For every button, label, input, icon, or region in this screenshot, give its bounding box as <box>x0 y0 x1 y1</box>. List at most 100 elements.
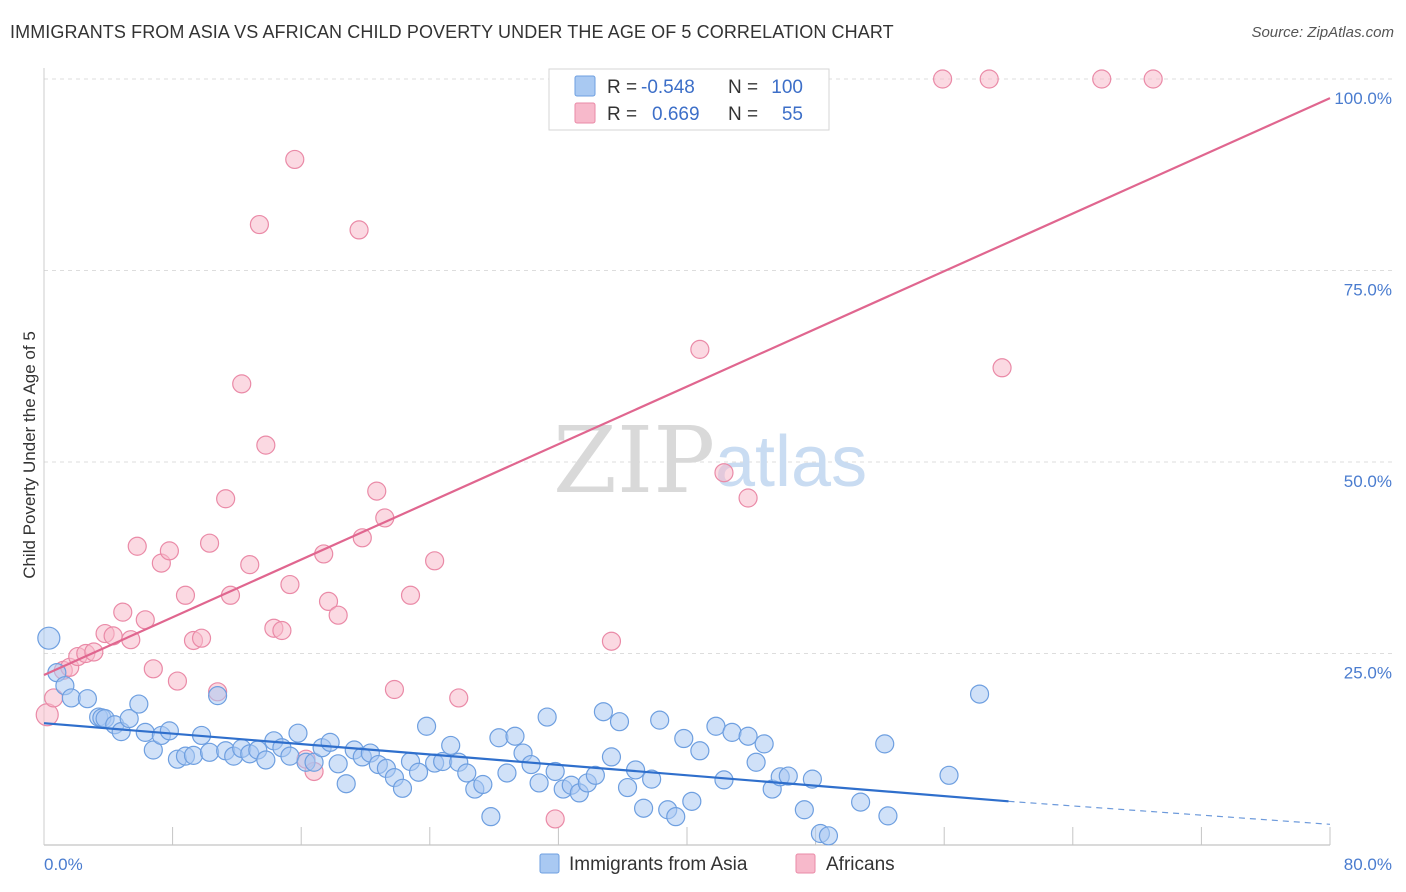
chart-source: Source: ZipAtlas.com <box>1251 24 1394 41</box>
trend-line-africans <box>43 97 1331 676</box>
data-point-africans <box>280 574 300 595</box>
data-point-africans <box>979 69 999 89</box>
data-point-asia <box>754 734 774 754</box>
trend-lines <box>43 97 1331 825</box>
legend-swatch-africa <box>574 102 596 124</box>
bottom-legend-swatch-africa <box>795 853 816 874</box>
data-point-asia <box>61 688 81 708</box>
data-point-asia <box>473 774 493 795</box>
x-axis-ticks <box>172 827 1331 845</box>
data-point-asia <box>545 761 565 782</box>
data-point-asia <box>818 826 839 846</box>
data-point-asia <box>878 806 898 826</box>
watermark: ZIP atlas <box>553 407 867 514</box>
data-point-asia <box>601 747 622 767</box>
data-point-asia <box>408 762 429 782</box>
data-point-asia <box>642 769 662 789</box>
data-point-africans <box>127 536 147 556</box>
data-point-africans <box>318 591 339 612</box>
data-point-africans <box>113 602 133 622</box>
data-point-asia <box>280 746 300 766</box>
data-point-africans <box>1143 69 1163 89</box>
data-point-africans <box>328 605 348 625</box>
data-point-africans <box>232 374 252 394</box>
legend-r-label-asia: R = <box>607 77 637 98</box>
data-point-asia <box>617 777 638 798</box>
data-point-africans <box>216 489 236 509</box>
data-point-asia <box>416 716 437 736</box>
data-point-asia <box>609 712 630 732</box>
data-point-asia <box>256 750 276 770</box>
data-point-asia <box>199 742 220 762</box>
y-tick-label: 50.0% <box>1344 472 1392 491</box>
data-point-africans <box>349 220 369 240</box>
data-point-asia <box>37 626 61 650</box>
data-point-africans <box>167 671 188 691</box>
data-point-africans <box>425 551 445 571</box>
data-point-asia <box>537 707 557 727</box>
data-point-asia <box>392 778 413 798</box>
data-point-africans <box>384 679 405 700</box>
y-tick-labels: 25.0% 50.0% 75.0% 100.0% <box>1334 89 1392 683</box>
legend-n-value-asia: 100 <box>771 77 803 98</box>
data-point-africans <box>1092 69 1112 89</box>
y-axis-title: Child Poverty Under the Age of 5 <box>20 331 39 579</box>
data-point-asia <box>328 754 348 774</box>
data-point-asia <box>489 728 509 748</box>
series-legend: Immigrants from Asia Africans <box>539 853 895 875</box>
data-point-africans <box>199 533 220 553</box>
data-point-asia <box>441 735 461 756</box>
x-tick-label-min: 0.0% <box>44 855 83 874</box>
data-point-asia <box>529 773 549 793</box>
data-point-africans <box>367 481 387 501</box>
data-point-africans <box>191 628 212 648</box>
data-point-asia <box>497 763 517 783</box>
data-point-africans <box>175 585 196 605</box>
data-point-asia <box>457 763 477 783</box>
data-point-asia <box>706 716 726 736</box>
legend-r-value-africa: 0.669 <box>652 104 700 125</box>
data-point-africans <box>601 631 622 651</box>
legend-box <box>548 68 830 131</box>
data-point-asia <box>969 684 990 704</box>
legend-r-label-africa: R = <box>607 104 637 125</box>
bottom-legend-swatch-asia <box>539 853 560 874</box>
legend-swatch-asia <box>574 75 596 97</box>
y-tick-label: 100.0% <box>1334 89 1392 108</box>
data-point-asia <box>159 721 179 741</box>
data-point-asia <box>633 798 654 818</box>
watermark-zip: ZIP <box>553 407 715 514</box>
data-point-asia <box>794 800 814 820</box>
data-point-asia <box>320 732 340 752</box>
data-point-asia <box>521 754 541 775</box>
data-point-asia <box>304 752 324 772</box>
data-point-asia <box>875 734 895 754</box>
data-point-africans <box>159 541 179 561</box>
data-point-africans <box>272 620 292 641</box>
data-point-asia <box>143 740 163 760</box>
data-point-asia <box>77 689 98 709</box>
data-point-asia <box>336 774 356 794</box>
data-point-asia <box>183 745 204 765</box>
trend-line-asia-extension <box>1008 800 1331 825</box>
data-point-africans <box>256 435 276 455</box>
data-point-asia <box>119 709 139 729</box>
data-point-africans <box>143 659 163 679</box>
data-point-asia <box>650 710 670 730</box>
data-point-asia <box>674 728 694 749</box>
data-point-africans <box>738 488 758 508</box>
grid <box>44 78 1392 654</box>
bottom-legend-label-africa: Africans <box>826 854 895 875</box>
data-point-asia <box>778 766 798 786</box>
data-point-asia <box>722 722 742 742</box>
data-point-asia <box>505 726 525 746</box>
y-tick-label: 75.0% <box>1344 281 1392 300</box>
data-point-africans <box>690 339 710 359</box>
data-point-africans <box>240 555 260 575</box>
x-tick-label-max: 80.0% <box>1344 855 1392 874</box>
data-point-asia <box>666 807 686 827</box>
data-point-africans <box>285 149 305 170</box>
data-point-asia <box>481 807 501 827</box>
data-point-asia <box>129 694 149 714</box>
